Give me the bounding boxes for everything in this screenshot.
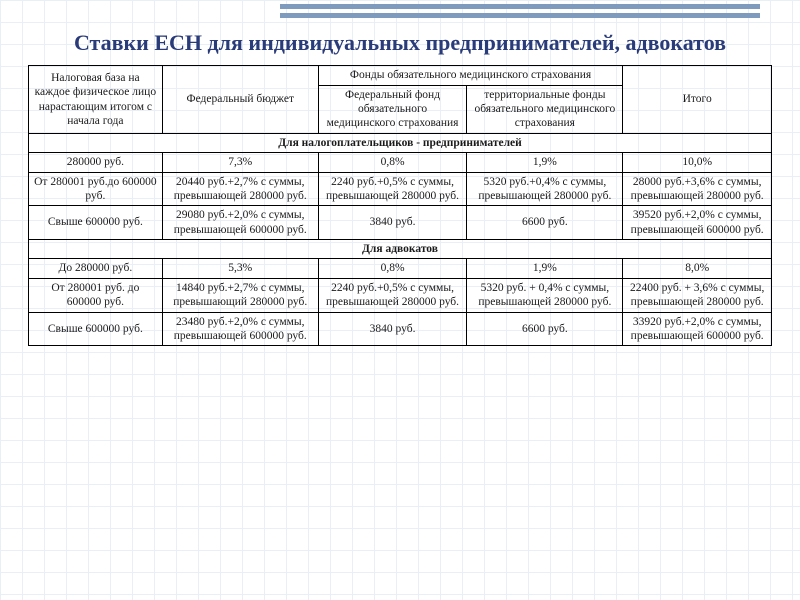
cell-base: До 280000 руб. xyxy=(29,259,163,278)
col-base: Налоговая база на каждое физическое лицо… xyxy=(29,66,163,134)
cell-f1: 2240 руб.+0,5% с суммы, превышающей 2800… xyxy=(318,278,467,312)
cell-total: 39520 руб.+2,0% с суммы, превышающей 600… xyxy=(623,206,772,240)
section-entrepreneurs: Для налогоплательщиков - предпринимателе… xyxy=(29,133,772,152)
cell-fed: 23480 руб.+2,0% с суммы, превышающей 600… xyxy=(162,312,318,346)
cell-base: Свыше 600000 руб. xyxy=(29,206,163,240)
cell-fed: 5,3% xyxy=(162,259,318,278)
cell-total: 8,0% xyxy=(623,259,772,278)
table-row: 280000 руб. 7,3% 0,8% 1,9% 10,0% xyxy=(29,153,772,172)
cell-total: 22400 руб. + 3,6% с суммы, превышающей 2… xyxy=(623,278,772,312)
cell-f2: 6600 руб. xyxy=(467,206,623,240)
table-row: От 280001 руб. до 600000 руб. 14840 руб.… xyxy=(29,278,772,312)
cell-fed: 29080 руб.+2,0% с суммы, превышающей 600… xyxy=(162,206,318,240)
cell-fed: 14840 руб.+2,7% с суммы, превышающий 280… xyxy=(162,278,318,312)
cell-base: От 280001 руб.до 600000 руб. xyxy=(29,172,163,206)
col-federal-budget: Федеральный бюджет xyxy=(162,66,318,134)
section-lawyers-label: Для адвокатов xyxy=(29,240,772,259)
header-row-1: Налоговая база на каждое физическое лицо… xyxy=(29,66,772,85)
table-row: До 280000 руб. 5,3% 0,8% 1,9% 8,0% xyxy=(29,259,772,278)
slide-content: Ставки ЕСН для индивидуальных предприним… xyxy=(0,0,800,346)
table-row: От 280001 руб.до 600000 руб. 20440 руб.+… xyxy=(29,172,772,206)
cell-f2: 5320 руб. + 0,4% с суммы, превышающей 28… xyxy=(467,278,623,312)
cell-fed: 7,3% xyxy=(162,153,318,172)
cell-total: 28000 руб.+3,6% с суммы, превышающей 280… xyxy=(623,172,772,206)
col-insurance-group: Фонды обязательного медицинского страхов… xyxy=(318,66,623,85)
col-total: Итого xyxy=(623,66,772,134)
cell-f1: 0,8% xyxy=(318,259,467,278)
col-federal-fund: Федеральный фонд обязательного медицинск… xyxy=(318,85,467,133)
cell-total: 10,0% xyxy=(623,153,772,172)
cell-base: Свыше 600000 руб. xyxy=(29,312,163,346)
cell-f2: 6600 руб. xyxy=(467,312,623,346)
cell-f1: 2240 руб.+0,5% с суммы, превышающей 2800… xyxy=(318,172,467,206)
cell-total: 33920 руб.+2,0% с суммы, превышающей 600… xyxy=(623,312,772,346)
page-title: Ставки ЕСН для индивидуальных предприним… xyxy=(28,30,772,55)
rates-table: Налоговая база на каждое физическое лицо… xyxy=(28,65,772,346)
section-lawyers: Для адвокатов xyxy=(29,240,772,259)
table-row: Свыше 600000 руб. 29080 руб.+2,0% с сумм… xyxy=(29,206,772,240)
table-row: Свыше 600000 руб. 23480 руб.+2,0% с сумм… xyxy=(29,312,772,346)
cell-f2: 1,9% xyxy=(467,259,623,278)
cell-fed: 20440 руб.+2,7% с суммы, превышающей 280… xyxy=(162,172,318,206)
col-territorial-fund: территориальные фонды обязательного меди… xyxy=(467,85,623,133)
cell-f1: 3840 руб. xyxy=(318,206,467,240)
section-entrepreneurs-label: Для налогоплательщиков - предпринимателе… xyxy=(29,133,772,152)
cell-base: От 280001 руб. до 600000 руб. xyxy=(29,278,163,312)
cell-base: 280000 руб. xyxy=(29,153,163,172)
cell-f2: 5320 руб.+0,4% с суммы, превышающей 2800… xyxy=(467,172,623,206)
cell-f1: 0,8% xyxy=(318,153,467,172)
cell-f1: 3840 руб. xyxy=(318,312,467,346)
cell-f2: 1,9% xyxy=(467,153,623,172)
